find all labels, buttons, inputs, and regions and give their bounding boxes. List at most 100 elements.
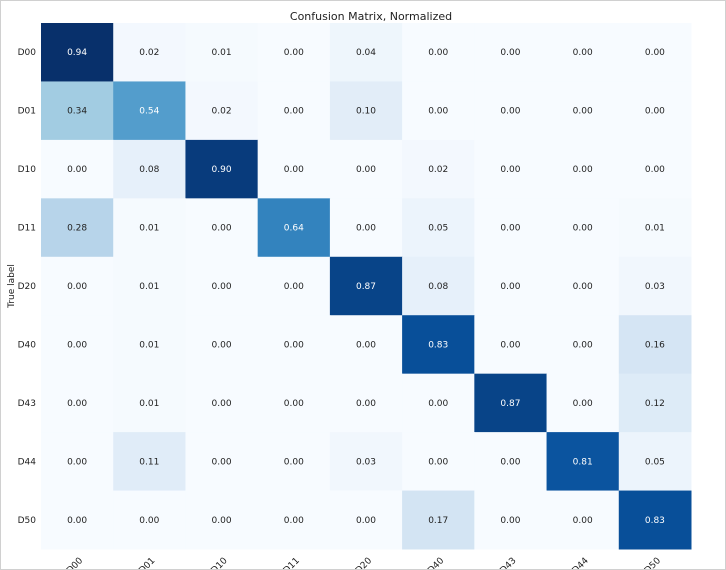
heatmap-value-label: 0.05 (645, 457, 665, 467)
heatmap-value-label: 0.00 (573, 48, 593, 58)
heatmap-value-label: 0.00 (284, 282, 304, 292)
heatmap-cell (402, 198, 475, 258)
heatmap-cell (41, 315, 114, 375)
heatmap-cell (185, 81, 259, 141)
heatmap-cell (185, 139, 259, 199)
heatmap-cell (474, 81, 548, 141)
heatmap-cell (546, 139, 620, 199)
heatmap-cell (546, 432, 620, 492)
heatmap-value-label: 0.00 (212, 399, 232, 409)
heatmap-value-label: 0.83 (428, 340, 448, 350)
heatmap-value-label: 0.00 (500, 516, 520, 526)
heatmap-cell (185, 23, 259, 82)
heatmap-cell (474, 315, 548, 375)
heatmap-cell (546, 198, 620, 258)
heatmap-cell (474, 256, 548, 316)
heatmap-cell (185, 256, 259, 316)
heatmap-cell (257, 256, 331, 316)
heatmap-cell (329, 81, 403, 141)
heatmap-value-label: 0.00 (428, 48, 448, 58)
heatmap-value-label: 0.01 (139, 224, 159, 234)
x-tick-label: D43 (498, 556, 518, 569)
heatmap-value-label: 0.87 (356, 282, 376, 292)
heatmap-cell (402, 490, 475, 550)
heatmap-value-label: 0.00 (428, 399, 448, 409)
heatmap-cell (41, 81, 114, 141)
x-tick-label: D01 (137, 556, 157, 569)
heatmap-value-label: 0.16 (645, 340, 665, 350)
y-tick-label: D20 (18, 282, 37, 292)
heatmap-value-label: 0.00 (67, 399, 87, 409)
heatmap-value-label: 0.83 (645, 516, 665, 526)
heatmap-cell (113, 315, 186, 375)
heatmap-value-label: 0.54 (139, 107, 159, 117)
heatmap-cell (185, 432, 259, 492)
heatmap-value-labels: 0.94 0.02 0.01 0.00 0.04 0.00 0.00 0.00 0.00 0.34… (67, 48, 665, 526)
heatmap-cell (113, 432, 186, 492)
heatmap-value-label: 0.90 (212, 165, 232, 175)
heatmap-value-label: 0.94 (67, 48, 87, 58)
heatmap-cell (113, 373, 186, 433)
heatmap-cell (329, 139, 403, 199)
heatmap-value-label: 0.00 (645, 165, 665, 175)
heatmap-cell (257, 23, 331, 82)
heatmap-cell (546, 373, 620, 433)
heatmap-cell (546, 81, 620, 141)
heatmap-value-label: 0.00 (500, 282, 520, 292)
heatmap-cell (474, 198, 548, 258)
heatmap-value-label: 0.00 (212, 224, 232, 234)
heatmap-value-label: 0.01 (139, 399, 159, 409)
heatmap-value-label: 0.04 (356, 48, 376, 58)
heatmap-cell (402, 23, 475, 82)
heatmap-cell (41, 432, 114, 492)
y-tick-label: D43 (18, 399, 36, 409)
heatmap-cell (257, 490, 331, 550)
heatmap-value-label: 0.03 (645, 282, 665, 292)
x-tick-label: D44 (571, 556, 591, 569)
heatmap-cell (257, 81, 331, 141)
heatmap-value-label: 0.01 (645, 224, 665, 234)
y-tick-label: D50 (18, 516, 37, 526)
y-tick-label: D00 (18, 48, 37, 58)
heatmap-value-label: 0.28 (67, 224, 87, 234)
heatmap-value-label: 0.00 (67, 457, 87, 467)
heatmap-cell (41, 23, 114, 82)
heatmap-cell (618, 198, 692, 258)
heatmap-value-label: 0.81 (573, 457, 593, 467)
y-tick-label: D44 (18, 457, 37, 467)
heatmap-cell (185, 490, 259, 550)
x-tick-label: D10 (210, 556, 230, 569)
heatmap-value-label: 0.11 (139, 457, 159, 467)
heatmap-value-label: 0.00 (500, 48, 520, 58)
heatmap-value-label: 0.00 (212, 282, 232, 292)
heatmap-value-label: 0.00 (139, 516, 159, 526)
heatmap-cell (402, 315, 475, 375)
heatmap-value-label: 0.03 (356, 457, 376, 467)
heatmap-cell (618, 139, 692, 199)
heatmap-value-label: 0.00 (645, 107, 665, 117)
heatmap-value-label: 0.08 (428, 282, 448, 292)
heatmap-value-label: 0.00 (67, 340, 87, 350)
heatmap-value-label: 0.00 (573, 399, 593, 409)
x-tick-label: D40 (426, 556, 446, 569)
heatmap-value-label: 0.00 (356, 165, 376, 175)
heatmap-value-label: 0.00 (67, 165, 87, 175)
heatmap-cell (474, 139, 548, 199)
heatmap-cell (402, 373, 475, 433)
y-tick-label: D10 (18, 165, 37, 175)
heatmap-value-label: 0.00 (573, 165, 593, 175)
heatmap-cell (185, 198, 259, 258)
heatmap-value-label: 0.00 (500, 107, 520, 117)
heatmap-cells (41, 23, 692, 550)
heatmap-value-label: 0.01 (139, 282, 159, 292)
y-axis-label: True label (7, 264, 17, 309)
heatmap-cell (618, 490, 692, 550)
y-axis-ticks: D00 D01 D10 D11 D20 D40 D43 D44 D50 (18, 48, 37, 526)
heatmap-cell (546, 23, 620, 82)
y-tick-label: D40 (18, 340, 37, 350)
heatmap-value-label: 0.00 (500, 165, 520, 175)
heatmap-value-label: 0.10 (356, 107, 376, 117)
heatmap-cell (113, 490, 186, 550)
heatmap-cell (329, 432, 403, 492)
heatmap-cell (546, 490, 620, 550)
